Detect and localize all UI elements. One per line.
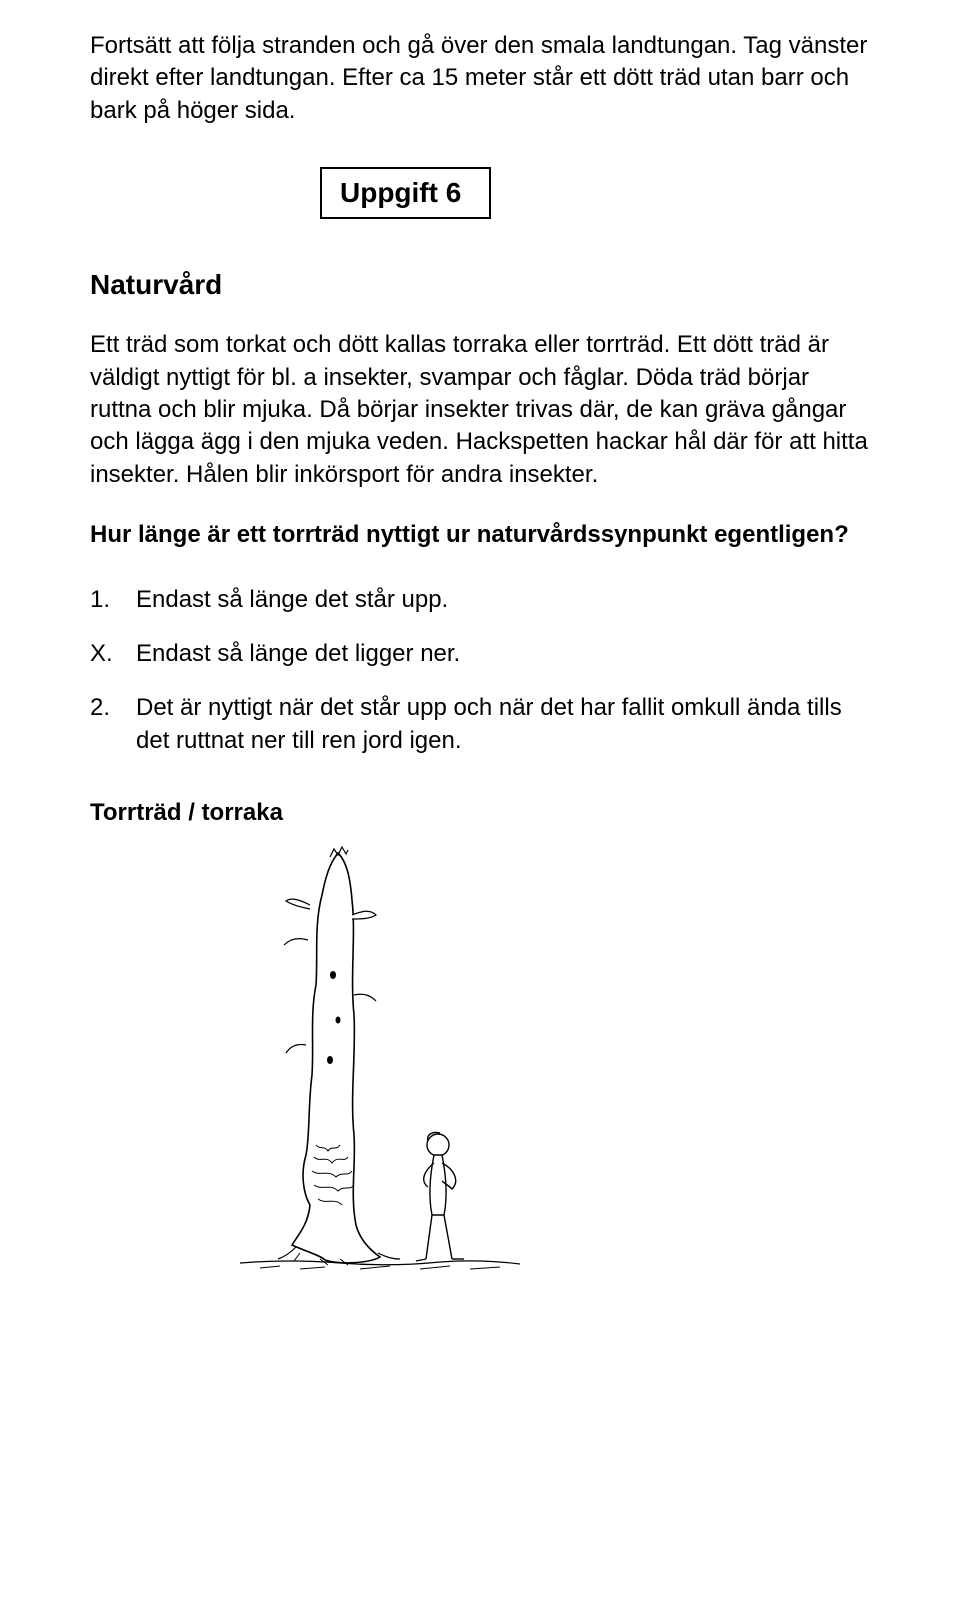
option-row: X. Endast så länge det ligger ner. xyxy=(90,638,870,670)
question-text: Hur länge är ett torrträd nyttigt ur nat… xyxy=(90,519,870,551)
option-row: 2. Det är nyttigt när det står upp och n… xyxy=(90,692,870,757)
option-number: 2. xyxy=(90,692,136,757)
intro-paragraph: Fortsätt att följa stranden och gå över … xyxy=(90,30,870,127)
page: Fortsätt att följa stranden och gå över … xyxy=(0,0,960,1610)
task-box: Uppgift 6 xyxy=(320,167,491,219)
option-number: X. xyxy=(90,638,136,670)
options-list: 1. Endast så länge det står upp. X. Enda… xyxy=(90,584,870,758)
option-text: Endast så länge det står upp. xyxy=(136,584,870,616)
option-text: Endast så länge det ligger ner. xyxy=(136,638,870,670)
option-text: Det är nyttigt när det står upp och när … xyxy=(136,692,870,757)
body-paragraph: Ett träd som torkat och dött kallas torr… xyxy=(90,329,870,491)
illustration-caption: Torrträd / torraka xyxy=(90,799,870,827)
dead-tree-illustration xyxy=(230,845,870,1275)
section-title: Naturvård xyxy=(90,269,870,301)
tree-person-svg xyxy=(230,845,530,1275)
option-number: 1. xyxy=(90,584,136,616)
option-row: 1. Endast så länge det står upp. xyxy=(90,584,870,616)
